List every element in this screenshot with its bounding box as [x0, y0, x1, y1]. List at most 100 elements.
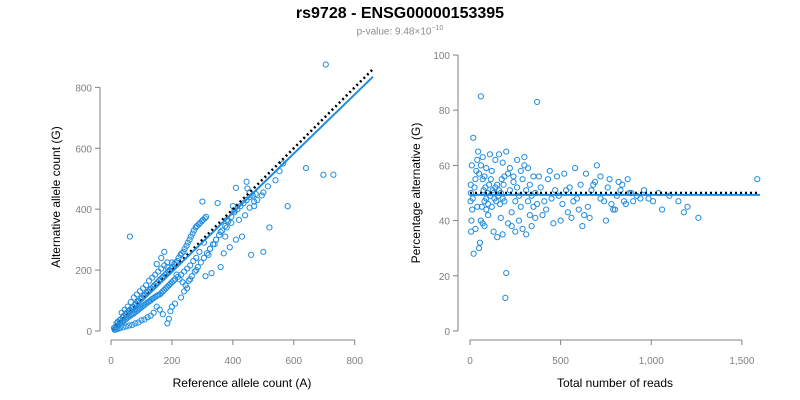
- data-point: [485, 211, 492, 219]
- data-point: [680, 209, 687, 216]
- data-point: [190, 257, 197, 265]
- data-point: [475, 245, 483, 252]
- y-tick-label: 800: [75, 83, 92, 94]
- data-point: [280, 160, 287, 167]
- data-point: [223, 224, 230, 231]
- x-tick-label: 500: [552, 356, 569, 367]
- data-point: [510, 178, 517, 186]
- data-point: [467, 181, 474, 188]
- data-point: [202, 213, 210, 220]
- data-point: [173, 271, 180, 278]
- x-tick-label: 800: [346, 356, 363, 367]
- data-point: [164, 320, 171, 327]
- data-point: [475, 170, 483, 177]
- pvalue-exponent: −10: [431, 25, 444, 32]
- data-point: [126, 322, 133, 329]
- data-point: [541, 198, 548, 205]
- data-point: [508, 209, 515, 216]
- data-point: [624, 176, 631, 183]
- data-point: [519, 176, 526, 183]
- data-point: [615, 178, 622, 186]
- data-point: [550, 220, 557, 227]
- data-point: [590, 181, 597, 188]
- data-point: [180, 248, 187, 255]
- data-point: [135, 319, 142, 326]
- data-point: [489, 187, 496, 194]
- data-point: [205, 251, 212, 258]
- data-point: [156, 306, 163, 313]
- data-point: [217, 263, 224, 271]
- y-tick-label: 60: [439, 161, 451, 172]
- data-point: [214, 199, 221, 207]
- data-point: [177, 294, 185, 301]
- data-point: [604, 184, 611, 191]
- data-point: [533, 200, 541, 208]
- data-point: [468, 162, 475, 169]
- data-point: [535, 173, 542, 180]
- data-point: [186, 236, 193, 243]
- data-point: [483, 165, 490, 172]
- data-point: [260, 248, 267, 255]
- data-point: [503, 269, 510, 277]
- chart-title: rs9728 - ENSG00000153395: [295, 5, 505, 22]
- data-point: [479, 220, 486, 227]
- data-point: [602, 217, 610, 224]
- data-point: [184, 265, 191, 272]
- data-point: [141, 316, 148, 323]
- data-point: [164, 263, 171, 271]
- data-point: [232, 184, 240, 191]
- y-axis-label: Alternative allele count (G): [49, 126, 63, 267]
- data-point: [206, 245, 214, 252]
- y-tick-label: 20: [439, 272, 451, 283]
- data-point: [153, 303, 160, 310]
- data-point: [559, 200, 566, 208]
- data-point: [496, 200, 504, 208]
- data-point: [557, 217, 564, 224]
- data-point: [608, 200, 615, 208]
- data-point: [564, 209, 571, 216]
- data-point: [539, 211, 546, 219]
- data-point: [659, 206, 666, 213]
- data-point: [499, 159, 506, 166]
- x-tick-label: 1,500: [729, 356, 754, 367]
- data-point: [524, 165, 532, 172]
- data-point: [171, 300, 179, 307]
- data-point: [474, 203, 481, 210]
- data-point: [506, 165, 513, 172]
- data-point: [584, 203, 591, 210]
- data-point: [510, 173, 517, 180]
- data-point: [637, 195, 644, 202]
- data-point: [193, 254, 200, 262]
- data-point: [568, 214, 575, 221]
- data-point: [191, 268, 198, 275]
- data-point: [238, 233, 246, 240]
- data-point: [483, 206, 490, 213]
- data-point: [570, 198, 577, 205]
- data-point: [181, 288, 188, 295]
- data-point: [597, 173, 604, 180]
- data-point: [220, 250, 227, 257]
- y-tick-label: 400: [75, 205, 92, 216]
- data-point: [537, 184, 544, 191]
- data-point: [514, 156, 521, 163]
- data-point: [202, 273, 209, 280]
- data-point: [517, 203, 524, 210]
- data-point: [524, 198, 532, 205]
- data-point: [175, 254, 182, 262]
- data-point: [597, 195, 604, 202]
- data-point: [754, 176, 761, 183]
- data-point: [182, 282, 189, 289]
- data-point: [543, 206, 550, 213]
- data-point: [485, 200, 492, 208]
- data-point: [528, 223, 535, 230]
- data-point: [124, 303, 131, 310]
- data-point: [487, 176, 494, 183]
- data-point: [254, 196, 261, 204]
- data-point: [123, 323, 130, 330]
- data-point: [490, 228, 497, 235]
- chart-panel-right: 0 500 1,000 1,500 0 20 40 60 80 100 Total number o…: [409, 51, 761, 390]
- data-point: [322, 61, 329, 68]
- x-axis-label: Reference allele count (A): [173, 376, 312, 390]
- data-point: [190, 227, 197, 234]
- data-point: [226, 244, 233, 251]
